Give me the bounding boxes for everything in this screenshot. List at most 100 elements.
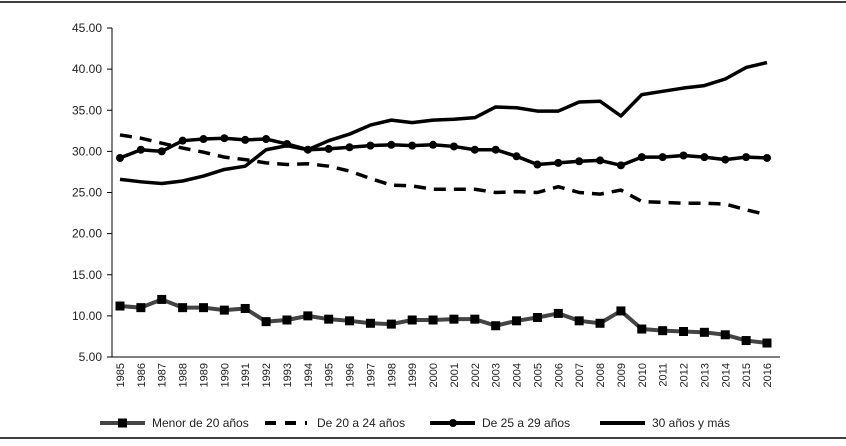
- data-point: [220, 134, 229, 143]
- series-line: [119, 133, 768, 217]
- data-point: [554, 158, 563, 167]
- data-point: [386, 319, 396, 329]
- data-point: [470, 314, 480, 324]
- data-point: [596, 156, 605, 165]
- data-point: [595, 318, 605, 328]
- data-point: [429, 140, 438, 149]
- data-point: [700, 153, 709, 162]
- x-tick-label: 2003: [491, 363, 503, 387]
- x-tick-label: 2002: [470, 363, 482, 387]
- legend-marker: [449, 419, 457, 427]
- data-point: [366, 141, 375, 150]
- x-tick-label: 1985: [115, 363, 127, 387]
- data-point: [575, 157, 584, 166]
- x-tick-label: 2015: [741, 363, 753, 387]
- series-line: [119, 297, 768, 346]
- data-point: [699, 327, 709, 337]
- data-point: [470, 145, 479, 154]
- y-tick-label: 25.00: [72, 186, 102, 200]
- x-tick-label: 1995: [324, 363, 336, 387]
- data-point: [616, 161, 625, 170]
- data-point: [407, 315, 417, 325]
- data-point: [157, 147, 166, 156]
- x-tick-label: 1988: [178, 363, 190, 387]
- legend-item: 30 años y más: [600, 416, 730, 430]
- data-point: [345, 143, 354, 152]
- data-point: [679, 327, 689, 337]
- y-tick-label: 5.00: [79, 350, 103, 364]
- data-point: [512, 316, 522, 326]
- data-point: [616, 306, 626, 316]
- x-tick-label: 2006: [553, 363, 565, 387]
- x-tick-label: 2011: [658, 363, 670, 387]
- data-point: [553, 308, 563, 318]
- data-point: [533, 160, 542, 169]
- data-point: [408, 141, 417, 150]
- data-point: [116, 153, 124, 162]
- data-point: [240, 303, 250, 313]
- data-point: [491, 145, 500, 154]
- series-3: [116, 134, 771, 170]
- data-point: [261, 317, 271, 327]
- legend-label: De 20 a 24 años: [317, 416, 405, 430]
- x-tick-label: 1992: [261, 363, 273, 387]
- x-tick-label: 2012: [679, 363, 691, 387]
- data-point: [742, 153, 751, 162]
- data-point: [136, 145, 145, 154]
- series-4: [119, 60, 768, 186]
- data-point: [720, 330, 730, 340]
- data-point: [721, 155, 730, 164]
- y-tick-label: 45.00: [72, 21, 102, 35]
- x-tick-label: 1994: [303, 363, 315, 387]
- data-point: [762, 338, 772, 348]
- legend-label: Menor de 20 años: [152, 416, 249, 430]
- data-point: [574, 316, 584, 326]
- data-point: [199, 135, 208, 144]
- x-tick-label: 2008: [595, 363, 607, 387]
- data-point: [365, 318, 375, 328]
- data-point: [741, 336, 751, 346]
- y-tick-label: 35.00: [72, 103, 102, 117]
- series-line: [119, 60, 768, 186]
- legend-item: De 25 a 29 años: [430, 416, 570, 430]
- x-tick-label: 2009: [616, 363, 628, 387]
- x-tick-label: 2016: [762, 363, 774, 387]
- y-tick-label: 15.00: [72, 268, 102, 282]
- x-tick-label: 2007: [574, 363, 586, 387]
- data-point: [115, 301, 125, 311]
- legend-item: De 20 a 24 años: [265, 416, 405, 430]
- y-tick-label: 20.00: [72, 227, 102, 241]
- x-tick-label: 2004: [512, 363, 524, 387]
- data-point: [178, 136, 187, 145]
- data-point: [157, 294, 167, 304]
- x-tick-label: 1986: [136, 363, 148, 387]
- data-point: [324, 144, 333, 153]
- x-tick-label: 1993: [282, 363, 294, 387]
- legend-label: 30 años y más: [652, 416, 730, 430]
- y-tick-label: 40.00: [72, 62, 102, 76]
- x-tick-label: 2010: [637, 363, 649, 387]
- data-point: [428, 315, 438, 325]
- data-point: [658, 153, 667, 162]
- data-point: [345, 316, 355, 326]
- data-point: [241, 135, 250, 144]
- data-point: [136, 303, 146, 313]
- data-point: [637, 153, 646, 162]
- x-tick-label: 1989: [198, 363, 210, 387]
- x-tick-label: 1996: [345, 363, 357, 387]
- data-point: [449, 314, 459, 324]
- data-point: [282, 315, 292, 325]
- data-point: [178, 303, 188, 313]
- y-tick-label: 10.00: [72, 309, 102, 323]
- x-tick-label: 1991: [240, 363, 252, 387]
- x-tick-label: 1987: [157, 363, 169, 387]
- series-2: [119, 133, 768, 217]
- data-point: [303, 311, 313, 321]
- legend-marker: [118, 418, 127, 428]
- series-line: [119, 136, 768, 168]
- x-tick-label: 1990: [219, 363, 231, 387]
- legend-item: Menor de 20 años: [100, 416, 249, 430]
- x-tick-label: 1999: [407, 363, 419, 387]
